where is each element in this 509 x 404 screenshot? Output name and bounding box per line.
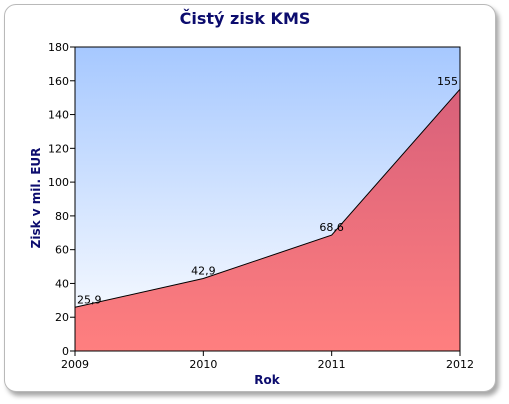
x-tick-label: 2012 bbox=[446, 358, 474, 371]
y-tick-label: 180 bbox=[48, 41, 69, 54]
x-tick-label: 2009 bbox=[61, 358, 89, 371]
y-tick-label: 40 bbox=[55, 277, 69, 290]
plot-border bbox=[74, 46, 461, 352]
data-labels: 25,9 42,9 68,6 155 bbox=[77, 75, 458, 306]
data-label: 42,9 bbox=[191, 265, 216, 278]
series-line bbox=[74, 88, 461, 308]
x-axis: 2009 2010 2011 2012 bbox=[61, 351, 474, 371]
data-label: 155 bbox=[437, 75, 458, 88]
y-axis-title: Zisk v mil. EUR bbox=[29, 148, 43, 249]
y-axis: 0 20 40 60 80 100 120 140 160 180 bbox=[48, 41, 75, 358]
y-tick-label: 120 bbox=[48, 142, 69, 155]
area-series bbox=[75, 89, 460, 351]
y-tick-label: 100 bbox=[48, 176, 69, 189]
y-tick-label: 0 bbox=[62, 345, 69, 358]
y-tick-label: 60 bbox=[55, 244, 69, 257]
y-tick-label: 160 bbox=[48, 75, 69, 88]
x-tick-label: 2010 bbox=[189, 358, 217, 371]
y-tick-label: 20 bbox=[55, 311, 69, 324]
chart-title: Čistý zisk KMS bbox=[180, 9, 311, 28]
data-label: 25,9 bbox=[77, 293, 102, 306]
x-tick-label: 2011 bbox=[318, 358, 346, 371]
y-tick-label: 80 bbox=[55, 210, 69, 223]
data-label: 68,6 bbox=[319, 221, 344, 234]
y-tick-label: 140 bbox=[48, 109, 69, 122]
x-axis-title: Rok bbox=[254, 373, 280, 387]
